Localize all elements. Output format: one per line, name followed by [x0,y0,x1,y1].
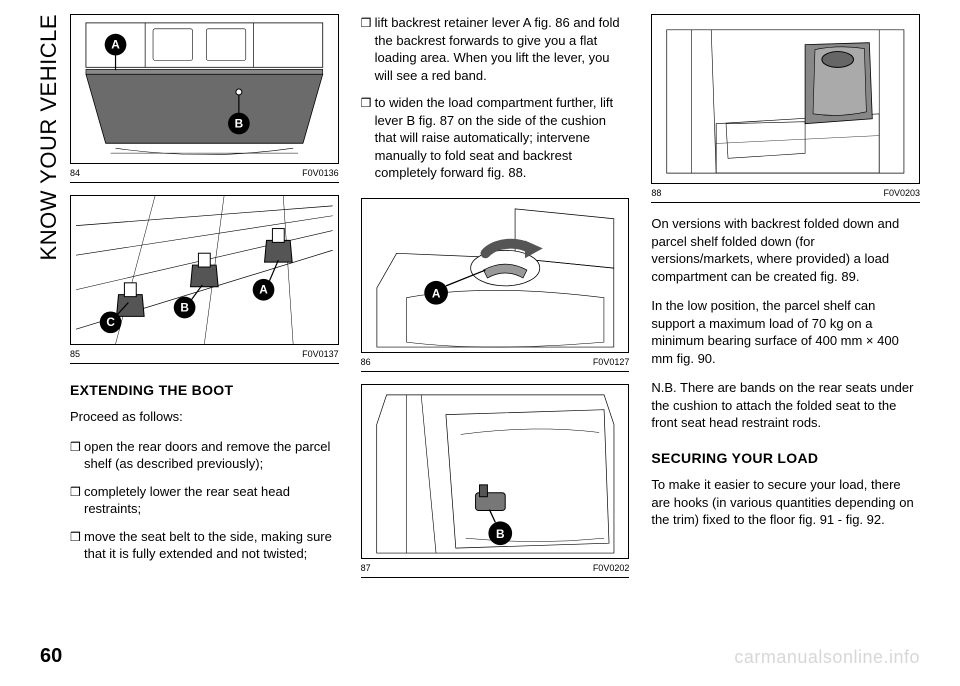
svg-text:A: A [432,287,441,301]
figure-number: 88 [651,188,661,198]
figure-number: 84 [70,168,80,178]
bullet-text: lift backrest retainer lever A fig. 86 a… [375,14,630,84]
bullet-marker-icon: ❒ [361,94,375,182]
bullet-text: to widen the load compartment further, l… [375,94,630,182]
paragraph: In the low position, the parcel shelf ca… [651,297,920,367]
heading-extending-boot: EXTENDING THE BOOT [70,382,339,398]
figure-84-caption: 84 F0V0136 [70,166,339,183]
figure-88-caption: 88 F0V0203 [651,186,920,203]
bullet-marker-icon: ❒ [70,483,84,518]
intro-text: Proceed as follows: [70,408,339,426]
paragraph: N.B. There are bands on the rear seats u… [651,379,920,432]
content-columns: A B 84 F0V0136 [70,14,920,634]
svg-text:B: B [180,300,189,314]
figure-87-caption: 87 F0V0202 [361,561,630,578]
figure-85: A B C [70,195,339,345]
watermark: carmanualsonline.info [734,647,920,668]
bullet-marker-icon: ❒ [70,438,84,473]
paragraph: On versions with backrest folded down an… [651,215,920,285]
paragraph: To make it easier to secure your load, t… [651,476,920,529]
figure-number: 87 [361,563,371,573]
figure-code: F0V0127 [593,357,630,367]
figure-code: F0V0203 [883,188,920,198]
section-title: KNOW YOUR VEHICLE [36,14,62,260]
bullet-text: open the rear doors and remove the parce… [84,438,339,473]
heading-securing-load: SECURING YOUR LOAD [651,450,920,466]
svg-text:A: A [259,283,268,297]
bullet-marker-icon: ❒ [361,14,375,84]
page-number: 60 [40,645,62,668]
figure-86-caption: 86 F0V0127 [361,355,630,372]
svg-text:C: C [106,315,115,329]
figure-87: B [361,384,630,559]
bullet-item: ❒ to widen the load compartment further,… [361,94,630,182]
column-1: A B 84 F0V0136 [70,14,339,634]
figure-code: F0V0202 [593,563,630,573]
bullet-item: ❒ move the seat belt to the side, making… [70,528,339,563]
column-3: 88 F0V0203 On versions with backrest fol… [651,14,920,634]
figure-number: 85 [70,349,80,359]
bullet-text: completely lower the rear seat head rest… [84,483,339,518]
column-2: ❒ lift backrest retainer lever A fig. 86… [361,14,630,634]
svg-text:B: B [235,116,244,130]
svg-text:A: A [111,38,120,52]
bullet-item: ❒ completely lower the rear seat head re… [70,483,339,518]
figure-86: A [361,198,630,353]
svg-text:B: B [496,527,505,541]
manual-page: KNOW YOUR VEHICLE [0,0,960,686]
figure-code: F0V0136 [302,168,339,178]
figure-84: A B [70,14,339,164]
figure-85-caption: 85 F0V0137 [70,347,339,364]
bullet-text: move the seat belt to the side, making s… [84,528,339,563]
bullet-marker-icon: ❒ [70,528,84,563]
bullet-item: ❒ lift backrest retainer lever A fig. 86… [361,14,630,84]
figure-number: 86 [361,357,371,367]
bullet-item: ❒ open the rear doors and remove the par… [70,438,339,473]
figure-code: F0V0137 [302,349,339,359]
figure-88 [651,14,920,184]
